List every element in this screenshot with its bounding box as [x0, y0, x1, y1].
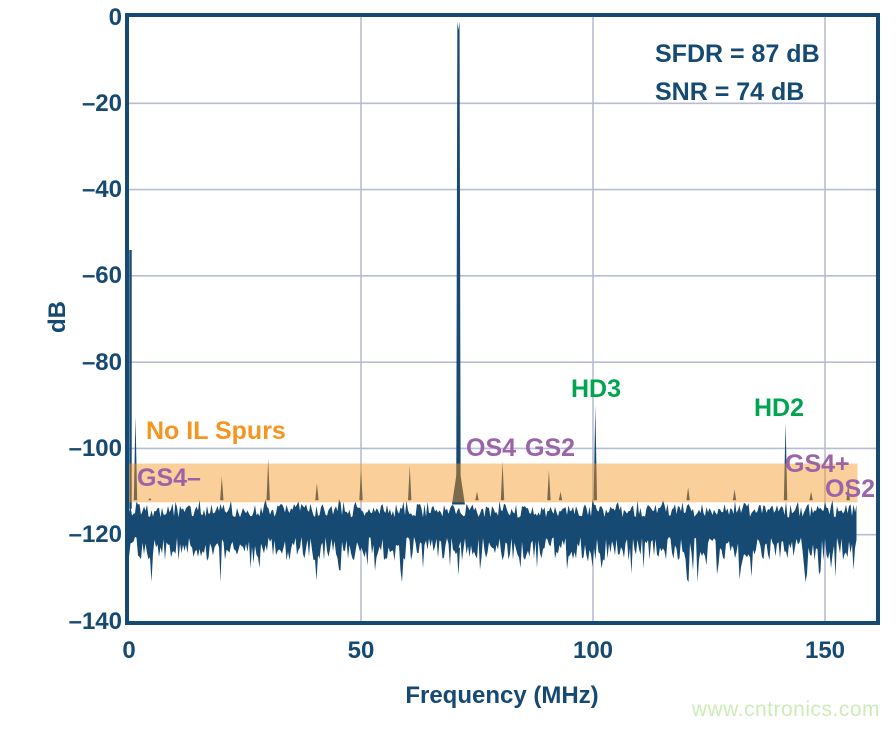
y-tick-label--140: –140 — [68, 607, 122, 635]
y-tick-label--120: –120 — [68, 521, 122, 549]
x-tick-label-0: 0 — [122, 637, 136, 664]
spur-spike-20mhz — [220, 476, 224, 501]
spur-spike-50mhz — [359, 470, 363, 501]
interleaving-spur-band — [129, 463, 858, 503]
spur-spike-30mhz — [266, 459, 270, 501]
noise-notch — [456, 547, 461, 576]
performance-annotation: SFDR = 87 dB SNR = 74 dB — [655, 35, 820, 111]
spur-spike-OS2 — [846, 482, 850, 501]
x-tick-label-50: 50 — [347, 637, 375, 664]
y-tick-label-0: 0 — [108, 3, 122, 31]
spur-label-gs4: GS4+ — [785, 450, 850, 478]
y-tick-label--40: –40 — [81, 176, 122, 204]
y-tick-label--20: –20 — [81, 89, 122, 117]
spur-spike-GS4– — [148, 498, 152, 501]
spur-label-no-il-spurs: No IL Spurs — [146, 417, 286, 445]
spectrum-plot-canvas — [129, 17, 876, 621]
spur-label-hd2: HD2 — [754, 394, 805, 422]
spur-spike-HD3 — [593, 405, 598, 501]
y-axis-title: dB — [44, 301, 71, 333]
spur-spike-OS4 — [500, 461, 505, 501]
noise-floor-path — [129, 499, 857, 583]
spur-spike-HD2 — [783, 422, 788, 501]
x-tick-label-150: 150 — [804, 637, 846, 664]
spur-label-os4: OS4 — [466, 434, 517, 462]
spur-label-gs4: GS4– — [137, 464, 201, 492]
spur-spike-GS4+ — [809, 491, 813, 501]
x-tick-label-100: 100 — [572, 637, 614, 664]
spur-spike-1.4mhz — [133, 416, 138, 501]
spur-spike-GS2 — [547, 470, 551, 501]
carrier-spike — [456, 21, 461, 483]
spur-label-hd3: HD3 — [571, 375, 622, 403]
spur-spike-120.5mhz — [686, 487, 690, 501]
sfdr-annotation: SFDR = 87 dB — [655, 40, 820, 68]
y-tick-label--80: –80 — [81, 348, 122, 376]
spur-label-gs2: GS2 — [525, 434, 576, 462]
snr-annotation: SNR = 74 dB — [655, 78, 805, 106]
y-tick-label--100: –100 — [68, 434, 122, 462]
spur-spike-130.5mhz — [732, 489, 737, 501]
x-axis-title: Frequency (MHz) — [405, 682, 599, 709]
spur-spike-93mhz — [558, 491, 563, 501]
dc-spur — [129, 249, 132, 509]
watermark: www.cntronics.com — [691, 698, 880, 721]
y-tick-label--60: –60 — [81, 262, 122, 290]
spur-spike-60.5mhz — [408, 465, 412, 501]
spur-label-os2: OS2 — [825, 475, 876, 503]
spur-spike-40.5mhz — [315, 482, 319, 501]
spur-spike-75mhz — [475, 491, 479, 501]
